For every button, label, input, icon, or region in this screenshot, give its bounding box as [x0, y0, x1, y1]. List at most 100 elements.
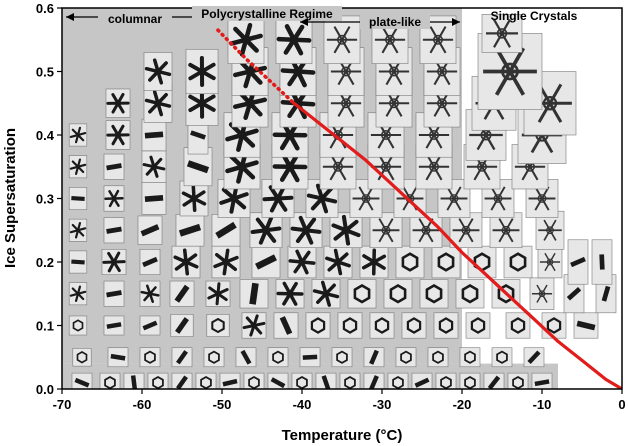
- crystal-image: [375, 79, 413, 128]
- crystal-image: [171, 347, 193, 368]
- y-tick-label: 0.6: [36, 1, 54, 16]
- crystal-image: [103, 153, 125, 180]
- crystal-image: [459, 347, 481, 368]
- x-tick-label: -10: [533, 397, 552, 412]
- plate-like-label: plate-like: [369, 15, 421, 29]
- crystal-image: [337, 312, 363, 339]
- crystal-image: [369, 312, 395, 339]
- crystal-image: [329, 212, 363, 249]
- plate-like-label-bg: [360, 15, 430, 29]
- crystal-image: [68, 315, 88, 336]
- y-tick-label: 0.3: [36, 192, 54, 207]
- crystal-image: [409, 212, 443, 249]
- crystal-image: [347, 279, 377, 309]
- y-axis-ticks: 0.0 0.1 0.2 0.3 0.4 0.5 0.6: [36, 1, 62, 397]
- crystal-image: [491, 347, 513, 368]
- crystal-image: [141, 150, 167, 183]
- plate-like-arrow-right-head: [452, 18, 460, 26]
- crystal-image: [311, 279, 341, 309]
- crystal-image: [170, 314, 194, 337]
- crystal-image: [503, 245, 533, 279]
- crystal-image: [139, 315, 161, 336]
- crystal-image: [383, 279, 413, 309]
- crystal-image: [419, 279, 449, 309]
- crystal-image: [143, 52, 173, 91]
- crystal-image: [369, 212, 403, 249]
- crystal-image: [289, 212, 323, 249]
- crystal-image: [171, 245, 201, 279]
- crystal-image: [219, 372, 241, 389]
- crystal-image: [139, 280, 161, 307]
- crystal-image: [175, 214, 205, 247]
- crystal-image: [567, 239, 589, 285]
- crystal-image: [68, 250, 88, 274]
- x-tick-label: -70: [53, 397, 72, 412]
- crystal-image: [331, 347, 353, 368]
- crystal-image: [529, 277, 555, 310]
- crystal-image: [123, 372, 145, 389]
- crystal-image: [267, 372, 289, 389]
- crystal-image: [541, 312, 567, 339]
- crystal-image: [299, 347, 321, 368]
- crystal-image: [68, 155, 88, 179]
- crystal-image: [531, 372, 553, 389]
- crystal-image: [171, 372, 193, 389]
- crystal-image: [363, 347, 385, 368]
- crystal-image: [71, 372, 93, 389]
- crystal-image: [275, 279, 305, 309]
- crystal-image: [227, 15, 265, 64]
- crystal-image: [68, 282, 88, 306]
- crystal-image: [141, 118, 167, 152]
- crystal-image: [323, 15, 361, 64]
- crystal-image: [141, 182, 167, 215]
- crystal-image: [68, 123, 88, 147]
- crystal-image: [101, 249, 127, 276]
- crystal-image: [489, 212, 523, 249]
- crystal-images: [68, 14, 617, 389]
- crystal-image: [401, 312, 427, 339]
- crystal-image: [363, 372, 385, 389]
- crystal-image: [449, 212, 483, 249]
- crystal-image: [235, 347, 257, 368]
- polycrystalline-label-bg: [192, 6, 342, 21]
- crystal-image: [505, 312, 531, 339]
- crystal-image: [273, 312, 299, 339]
- crystal-image: [537, 245, 563, 279]
- x-tick-label: -20: [453, 397, 472, 412]
- crystal-image: [205, 280, 231, 307]
- crystal-image: [211, 245, 241, 279]
- crystal-image: [169, 280, 195, 307]
- water-saturation-dotted-line: [216, 28, 296, 106]
- crystal-image: [139, 249, 161, 276]
- crystal-image: [103, 280, 125, 307]
- crystal-image: [185, 48, 219, 95]
- crystal-image: [179, 180, 209, 217]
- plate-like-arrow-left-head: [300, 18, 308, 26]
- crystal-image: [239, 279, 269, 309]
- crystal-image: [395, 347, 417, 368]
- crystal-image: [203, 347, 225, 368]
- crystal-image: [211, 214, 241, 247]
- crystal-image: [139, 347, 161, 368]
- crystal-image: [105, 120, 131, 150]
- y-tick-label: 0.2: [36, 255, 54, 270]
- x-tick-label: -40: [293, 397, 312, 412]
- crystal-image: [68, 218, 88, 242]
- water-saturation-curves: [216, 28, 622, 389]
- crystal-image: [465, 312, 491, 339]
- crystal-image: [591, 239, 613, 285]
- crystal-image: [107, 347, 129, 368]
- columnar-label: columnar: [108, 12, 162, 26]
- crystal-image: [137, 215, 163, 245]
- x-tick-label: -50: [213, 397, 232, 412]
- regime-annotations: columnar Polycrystalline Regime plate-li…: [66, 6, 578, 29]
- crystal-image: [523, 347, 545, 368]
- crystal-image: [573, 312, 599, 339]
- crystal-image: [481, 14, 523, 53]
- y-tick-label: 0.0: [36, 382, 54, 397]
- crystal-image: [103, 217, 125, 244]
- crystal-image: [267, 347, 289, 368]
- polycrystalline-regime-label: Polycrystalline Regime: [201, 7, 333, 21]
- water-saturation-line: [292, 101, 622, 389]
